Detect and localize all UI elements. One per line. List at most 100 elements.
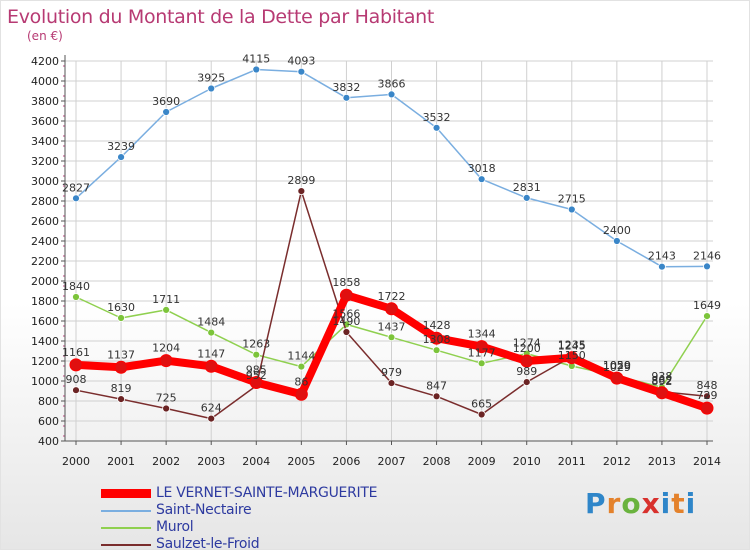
data-point-saint-nectaire — [72, 194, 80, 203]
data-label-murol: 1263 — [242, 338, 270, 351]
data-point-saulzet-le-froid — [477, 410, 486, 419]
data-label-saint-nectaire: 2715 — [558, 193, 586, 206]
data-label-saulzet-le-froid: 1245 — [558, 340, 586, 353]
legend-swatch — [101, 510, 151, 512]
data-point-saint-nectaire — [522, 193, 531, 202]
data-label-le-vernet-sainte-marguerite: 1428 — [423, 319, 451, 332]
x-tick-label: 2007 — [378, 455, 406, 468]
data-label-saulzet-le-froid: 989 — [516, 365, 537, 378]
data-label-saulzet-le-froid: 2899 — [287, 174, 315, 187]
data-point-murol — [432, 346, 441, 355]
data-label-le-vernet-sainte-marguerite: 1722 — [378, 290, 406, 303]
data-point-le-vernet-sainte-marguerite — [204, 359, 218, 373]
data-point-saulzet-le-froid — [522, 378, 531, 387]
y-tick-label: 2200 — [31, 255, 59, 268]
data-labels: 1161 1137 1204 1147 985 86 1858 1722 1428 1344 120… — [62, 53, 721, 415]
data-point-le-vernet-sainte-marguerite — [610, 371, 624, 385]
x-tick-label: 2009 — [468, 455, 496, 468]
y-tick-label: 4200 — [31, 55, 59, 68]
data-point-saint-nectaire — [703, 262, 711, 271]
logo-letter: t — [671, 487, 686, 520]
logo-letter: P — [585, 487, 607, 520]
data-point-murol — [297, 362, 306, 371]
data-label-saulzet-le-froid: 819 — [111, 382, 132, 395]
logo-letter: r — [606, 487, 622, 520]
data-label-murol: 1566 — [332, 307, 360, 320]
data-point-le-vernet-sainte-marguerite — [159, 354, 173, 368]
y-tick-label: 3800 — [31, 95, 59, 108]
data-label-murol: 1840 — [62, 280, 90, 293]
data-label-saint-nectaire: 3832 — [332, 81, 360, 94]
data-label-murol: 1274 — [513, 337, 541, 350]
data-point-saint-nectaire — [432, 123, 441, 132]
data-label-saulzet-le-froid: 892 — [651, 375, 672, 388]
data-label-le-vernet-sainte-marguerite: 882 — [651, 374, 672, 387]
data-point-saulzet-le-froid — [162, 404, 171, 413]
data-point-murol — [477, 359, 486, 368]
data-point-saint-nectaire — [207, 84, 216, 93]
chart-title: Evolution du Montant de la Dette par Hab… — [7, 6, 435, 28]
data-point-le-vernet-sainte-marguerite — [430, 331, 444, 345]
data-label-le-vernet-sainte-marguerite: 1161 — [62, 346, 90, 359]
data-label-murol: 1144 — [287, 350, 315, 363]
legend-label: Saulzet-le-Froid — [156, 536, 260, 552]
data-point-saulzet-le-froid — [342, 328, 351, 336]
series-group — [69, 65, 714, 423]
data-point-le-vernet-sainte-marguerite — [294, 387, 308, 401]
data-label-murol: 1711 — [152, 293, 180, 306]
data-label-murol: 1177 — [468, 346, 496, 359]
y-tick-label: 1600 — [31, 315, 59, 328]
data-point-saulzet-le-froid — [72, 386, 80, 395]
x-tick-label: 2003 — [197, 455, 225, 468]
data-label-le-vernet-sainte-marguerite: 729 — [697, 389, 718, 402]
x-tick-label: 2002 — [152, 455, 180, 468]
data-label-saint-nectaire: 3925 — [197, 72, 225, 85]
data-label-murol: 1649 — [693, 299, 721, 312]
legend-label: Murol — [156, 519, 194, 535]
data-label-saulzet-le-froid: 725 — [156, 392, 177, 405]
data-label-saulzet-le-froid: 665 — [471, 398, 492, 411]
logo-letter: o — [621, 487, 642, 520]
data-label-le-vernet-sainte-marguerite: 86 — [294, 375, 308, 388]
data-label-saulzet-le-froid: 1490 — [332, 315, 360, 328]
data-label-le-vernet-sainte-marguerite: 1137 — [107, 348, 135, 361]
data-point-le-vernet-sainte-marguerite — [520, 354, 534, 368]
legend-swatch — [101, 544, 151, 546]
legend-label: Saint-Nectaire — [156, 502, 252, 518]
data-point-saulzet-le-froid — [432, 392, 441, 401]
data-label-le-vernet-sainte-marguerite: 1344 — [468, 328, 496, 341]
data-point-murol — [117, 314, 125, 322]
data-point-le-vernet-sainte-marguerite — [700, 401, 714, 415]
data-label-murol: 1150 — [558, 349, 586, 362]
y-tick-label: 3200 — [31, 155, 59, 168]
data-point-le-vernet-sainte-marguerite — [385, 302, 398, 316]
data-label-saint-nectaire: 2146 — [693, 249, 721, 262]
data-label-saulzet-le-froid: 847 — [426, 379, 447, 392]
data-point-le-vernet-sainte-marguerite — [249, 376, 263, 389]
data-label-saint-nectaire: 2143 — [648, 250, 676, 263]
data-point-murol — [387, 333, 396, 342]
data-label-murol: 1437 — [378, 320, 406, 333]
grid-lines — [65, 60, 713, 442]
y-tick-label: 4000 — [31, 75, 59, 88]
data-label-le-vernet-sainte-marguerite: 1029 — [603, 359, 631, 372]
x-tick-label: 2013 — [648, 455, 676, 468]
x-tick-label: 2004 — [242, 455, 270, 468]
data-label-le-vernet-sainte-marguerite: 1147 — [197, 347, 225, 360]
data-label-saint-nectaire: 2831 — [513, 181, 541, 194]
data-label-murol: 1050 — [603, 359, 631, 372]
data-point-saint-nectaire — [117, 153, 125, 162]
y-tick-label: 1400 — [31, 335, 59, 348]
data-point-le-vernet-sainte-marguerite — [114, 360, 128, 374]
y-tick-label: 2800 — [31, 195, 59, 208]
data-label-saulzet-le-froid: 908 — [66, 373, 87, 386]
data-label-le-vernet-sainte-marguerite: 1235 — [558, 339, 586, 352]
data-label-saint-nectaire: 4115 — [242, 53, 270, 66]
data-point-le-vernet-sainte-marguerite — [69, 358, 83, 372]
data-point-murol — [703, 312, 711, 321]
data-label-saulzet-le-froid: 979 — [381, 366, 402, 379]
data-point-saint-nectaire — [658, 262, 666, 271]
legend-swatch — [101, 527, 151, 529]
data-point-saint-nectaire — [387, 90, 396, 99]
